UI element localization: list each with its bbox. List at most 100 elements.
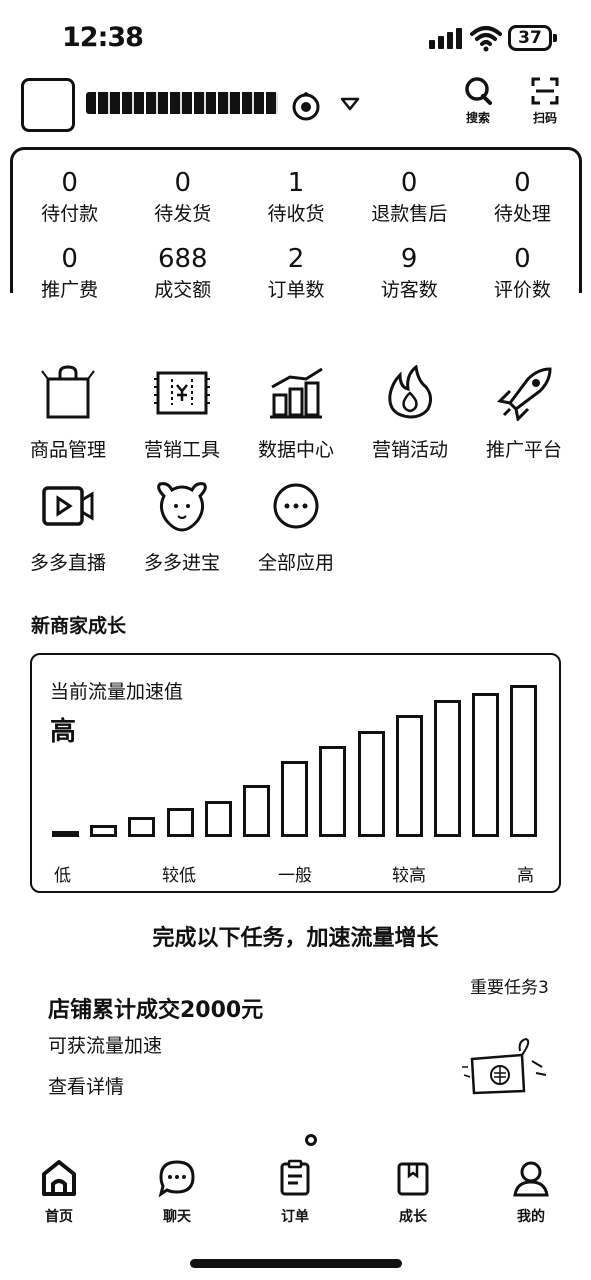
target-icon[interactable] bbox=[291, 92, 321, 122]
stat-pending-shipment[interactable]: 0 待发货 bbox=[126, 168, 239, 228]
chart-bar bbox=[510, 685, 537, 837]
chart-bar bbox=[472, 693, 499, 837]
stat-gmv[interactable]: 688 成交额 bbox=[126, 244, 239, 304]
shop-avatar[interactable] bbox=[21, 78, 75, 132]
page-indicator-dot bbox=[305, 1134, 317, 1146]
stat-order-count[interactable]: 2 订单数 bbox=[239, 244, 352, 304]
traffic-boost-card[interactable]: 当前流量加速值 高 低 较低 一般 较高 高 bbox=[30, 653, 561, 893]
home-icon bbox=[42, 1160, 76, 1196]
tab-label: 首页 bbox=[45, 1209, 73, 1225]
stat-pending-receipt[interactable]: 1 待收货 bbox=[239, 168, 352, 228]
chart-bar bbox=[281, 761, 308, 837]
stat-value: 0 bbox=[61, 244, 78, 274]
app-data-center[interactable]: 数据中心 bbox=[239, 365, 353, 462]
stat-label: 待收货 bbox=[267, 203, 325, 225]
app-marketing-events[interactable]: 营销活动 bbox=[353, 364, 467, 462]
scan-button[interactable]: 扫码 bbox=[519, 76, 571, 126]
shop-name-redacted[interactable] bbox=[86, 92, 278, 114]
shop-header: 搜索 扫码 bbox=[0, 72, 591, 138]
tab-orders[interactable]: 订单 bbox=[255, 1158, 335, 1226]
stat-label: 评价数 bbox=[493, 279, 551, 301]
stat-label: 推广费 bbox=[41, 279, 99, 301]
stat-value: 1 bbox=[287, 168, 305, 198]
stat-value: 0 bbox=[514, 168, 531, 198]
app-label: 数据中心 bbox=[257, 439, 334, 461]
scan-icon bbox=[531, 77, 559, 105]
coupon-icon bbox=[154, 371, 210, 415]
battery-indicator: 37 bbox=[508, 25, 557, 51]
task-section-title: 完成以下任务，加速流量增长 bbox=[152, 926, 439, 951]
stat-to-handle[interactable]: 0 待处理 bbox=[466, 168, 579, 228]
cellular-signal-icon bbox=[429, 28, 462, 49]
stat-refunds[interactable]: 0 退款售后 bbox=[353, 168, 466, 228]
stats-grid: 0 待付款 0 待发货 1 待收货 0 退款售后 0 待处理 0 推广费 688 成交额 2 订… bbox=[13, 168, 579, 304]
stat-review-count[interactable]: 0 评价数 bbox=[466, 244, 579, 304]
stat-label: 待发货 bbox=[154, 203, 212, 225]
app-all-apps[interactable]: 全部应用 bbox=[239, 478, 353, 575]
stat-value: 9 bbox=[400, 244, 418, 274]
app-duoduo-jinbao[interactable]: 多多进宝 bbox=[125, 478, 239, 575]
chart-tick-label: 较低 bbox=[162, 866, 196, 886]
stat-visitor-count[interactable]: 9 访客数 bbox=[353, 244, 466, 304]
task-card[interactable]: 重要任务3 店铺累计成交2000元 可获流量加速 查看详情 bbox=[0, 965, 591, 1105]
profile-icon bbox=[513, 1161, 549, 1197]
app-product-management[interactable]: 商品管理 bbox=[11, 365, 125, 462]
traffic-boost-level: 高 bbox=[50, 717, 77, 747]
home-indicator bbox=[190, 1259, 402, 1268]
chart-bar bbox=[52, 831, 79, 837]
stat-promotion-fee[interactable]: 0 推广费 bbox=[13, 244, 126, 304]
app-label: 全部应用 bbox=[257, 552, 334, 574]
mascot-icon bbox=[157, 482, 207, 532]
order-icon bbox=[280, 1159, 310, 1196]
bar-chart-icon bbox=[270, 367, 323, 419]
chart-bar bbox=[167, 808, 194, 837]
growth-section-title: 新商家成长 bbox=[31, 615, 127, 637]
stat-value: 0 bbox=[174, 168, 192, 198]
stat-label: 访客数 bbox=[380, 279, 438, 301]
app-label: 推广平台 bbox=[485, 439, 562, 461]
app-label: 商品管理 bbox=[29, 439, 106, 461]
stat-value: 2 bbox=[287, 244, 305, 274]
stat-label: 成交额 bbox=[154, 279, 212, 301]
chart-bar bbox=[358, 731, 385, 837]
shop-stats-card: 0 待付款 0 待发货 1 待收货 0 退款售后 0 待处理 0 推广费 688 成交额 2 订… bbox=[10, 147, 582, 301]
chevron-down-icon[interactable] bbox=[338, 92, 362, 116]
chart-tick-label: 一般 bbox=[278, 866, 312, 886]
chart-bar bbox=[128, 817, 155, 837]
tab-label: 我的 bbox=[517, 1209, 545, 1225]
stat-value: 0 bbox=[61, 168, 78, 198]
bottom-tab-bar: 首页 聊天 订单 成长 我的 bbox=[0, 1158, 591, 1230]
app-label: 营销活动 bbox=[371, 439, 448, 461]
chart-bar bbox=[243, 785, 270, 837]
search-button[interactable]: 搜索 bbox=[452, 76, 504, 126]
stat-pending-payment[interactable]: 0 待付款 bbox=[13, 168, 126, 228]
more-icon bbox=[273, 483, 319, 529]
task-name: 店铺累计成交2000元 bbox=[48, 998, 264, 1023]
stat-label: 待付款 bbox=[41, 203, 99, 225]
app-marketing-tools[interactable]: 营销工具 bbox=[125, 365, 239, 462]
app-label: 多多直播 bbox=[29, 552, 106, 574]
search-icon bbox=[465, 77, 492, 105]
stat-label: 退款售后 bbox=[371, 203, 448, 225]
shopping-bag-icon bbox=[41, 365, 95, 419]
app-promotion-platform[interactable]: 推广平台 bbox=[467, 365, 581, 462]
tab-label: 成长 bbox=[399, 1209, 427, 1225]
chart-bar bbox=[396, 715, 423, 837]
chart-bar bbox=[90, 825, 117, 837]
chart-tick-label: 低 bbox=[54, 866, 71, 886]
tab-me[interactable]: 我的 bbox=[491, 1158, 571, 1226]
stat-value: 0 bbox=[400, 168, 418, 198]
app-label: 多多进宝 bbox=[143, 552, 220, 574]
chart-bar bbox=[434, 700, 461, 837]
traffic-boost-chart: 低 较低 一般 较高 高 bbox=[32, 655, 563, 895]
app-live-stream[interactable]: 多多直播 bbox=[11, 478, 125, 575]
status-time: 12:38 bbox=[62, 22, 144, 53]
app-label: 营销工具 bbox=[143, 439, 220, 461]
stat-label: 待处理 bbox=[493, 203, 551, 225]
tab-chat[interactable]: 聊天 bbox=[137, 1158, 217, 1226]
scan-label: 扫码 bbox=[532, 111, 557, 125]
view-details-link[interactable]: 查看详情 bbox=[48, 1076, 125, 1098]
tab-growth[interactable]: 成长 bbox=[373, 1158, 453, 1226]
tab-home[interactable]: 首页 bbox=[19, 1158, 99, 1226]
stat-value: 688 bbox=[157, 244, 208, 274]
